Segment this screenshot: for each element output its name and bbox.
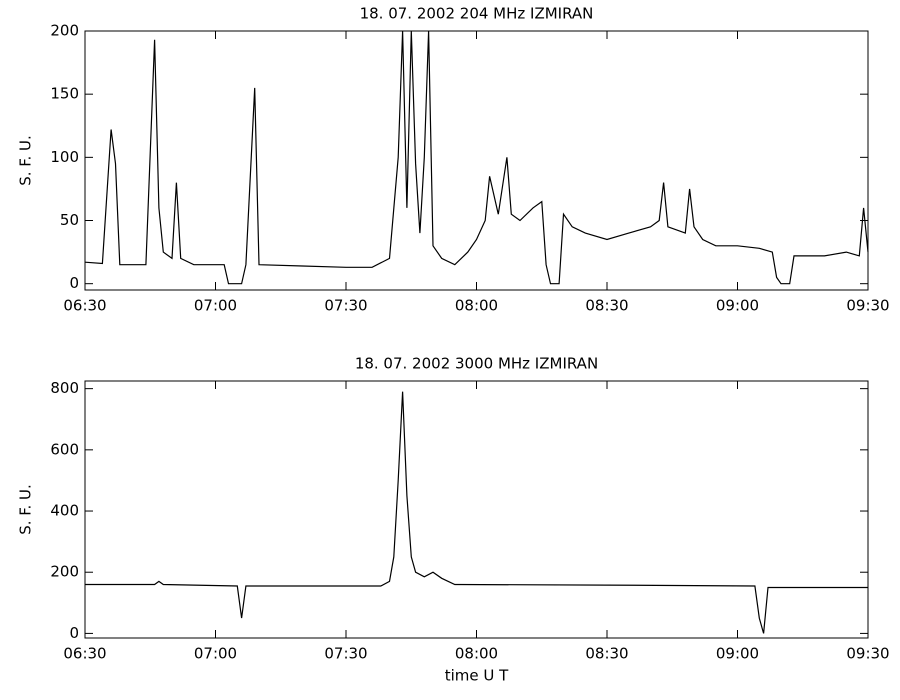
x-tick-label: 08:00 [455,645,498,663]
x-tick-label: 08:30 [585,645,628,663]
y-axis-label: S. F. U. [17,484,35,535]
y-tick-label: 800 [50,379,79,397]
x-tick-label: 07:30 [324,297,367,315]
y-tick-label: 0 [69,624,79,642]
x-tick-label: 09:00 [716,645,759,663]
x-tick-label: 07:00 [194,645,237,663]
y-tick-label: 150 [50,85,79,103]
y-axis-label: S. F. U. [17,135,35,186]
x-tick-label: 09:30 [846,645,889,663]
y-tick-label: 600 [50,440,79,458]
y-tick-label: 200 [50,22,79,40]
x-tick-label: 08:00 [455,297,498,315]
chart-title: 18. 07. 2002 3000 MHz IZMIRAN [355,355,598,373]
plot-frame [84,380,869,639]
y-tick-label: 400 [50,502,79,520]
x-tick-label: 07:00 [194,297,237,315]
x-tick-label: 09:30 [846,297,889,315]
x-tick-label: 07:30 [324,645,367,663]
chart-title: 18. 07. 2002 204 MHz IZMIRAN [360,5,594,23]
x-axis-label: time U T [445,667,509,685]
y-tick-label: 200 [50,563,79,581]
data-line [84,30,869,285]
x-tick-label: 09:00 [716,297,759,315]
y-tick-label: 100 [50,148,79,166]
y-tick-label: 50 [60,211,79,229]
x-tick-label: 06:30 [63,297,106,315]
plot-frame [84,30,869,291]
x-tick-label: 08:30 [585,297,628,315]
x-tick-label: 06:30 [63,645,106,663]
y-tick-label: 0 [69,274,79,292]
data-line [85,391,868,634]
